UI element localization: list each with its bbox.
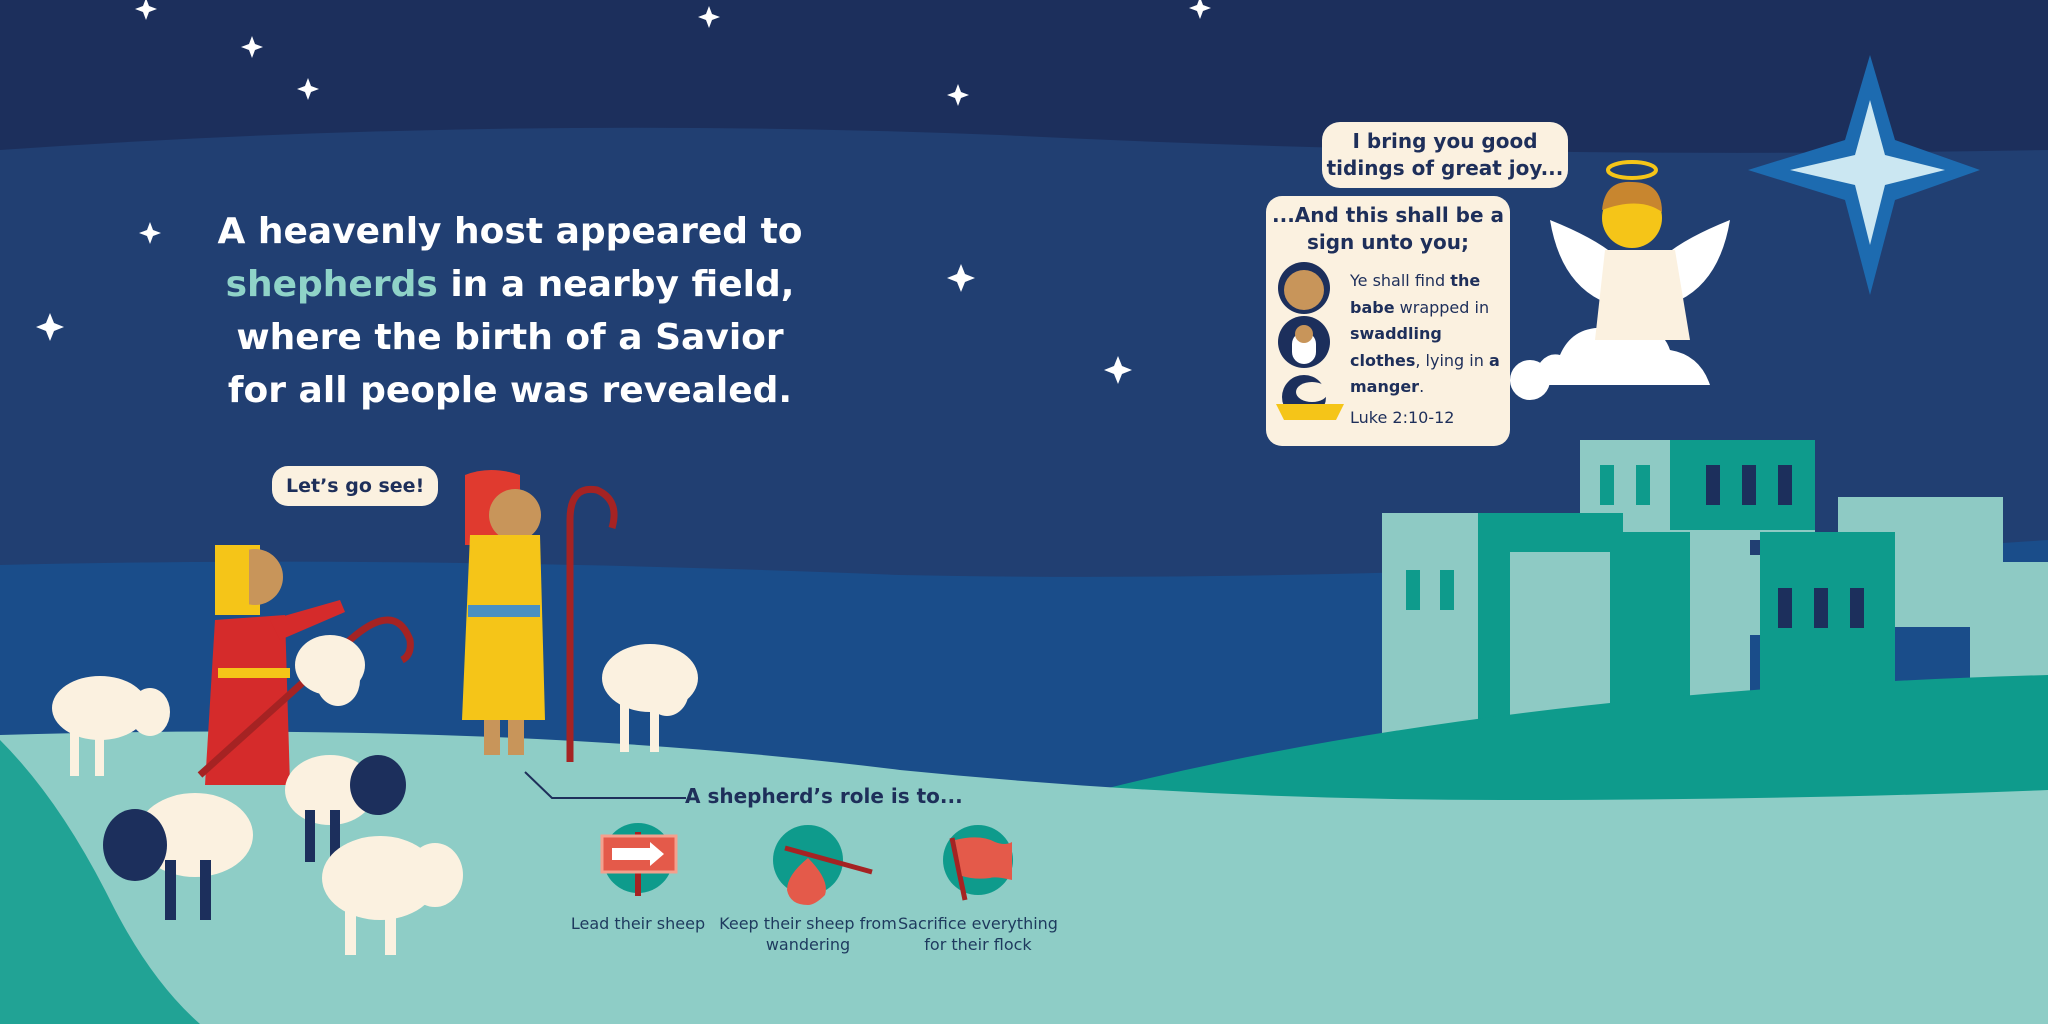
angel [1510, 160, 1730, 400]
headline-line-2-rest: in a nearby field, [437, 264, 795, 305]
field [0, 731, 2048, 1024]
sign-title: ...And this shall be a sign unto you; [1272, 203, 1504, 254]
role-lead: Lead their sheep [570, 914, 706, 933]
sign-verse: Ye shall find the babe wrapped in swaddl… [1350, 268, 1510, 431]
sheep-flock [52, 635, 698, 955]
leader-line [524, 771, 686, 799]
shepherd-speech-bubble: Let’s go see! [272, 466, 439, 506]
verse-reference: Luke 2:10-12 [1350, 407, 1455, 427]
sign-speech-bubble: ...And this shall be a sign unto you; Ye… [1266, 196, 1510, 446]
role-keep: Keep their sheep from wandering [719, 914, 897, 954]
roles-title: A shepherd’s role is to... [685, 784, 963, 808]
verse-bold: the babe [1350, 271, 1481, 317]
verse-bold: a manger [1350, 350, 1500, 397]
star-of-bethlehem-icon [1748, 55, 1980, 295]
headline-line-1: A heavenly host appeared to [217, 211, 803, 252]
bethlehem-town [1382, 440, 2048, 733]
shepherd-standing [462, 470, 618, 762]
verse-text: , lying in [1415, 350, 1489, 370]
role-sacrifice: Sacrifice everything for their flock [898, 914, 1058, 954]
flag-icon [943, 825, 1013, 901]
stars [36, 0, 1211, 384]
verse-text: wrapped in [1394, 297, 1490, 317]
baby-face-icon [1278, 262, 1330, 314]
headline: A heavenly host appeared to shepherds in… [200, 205, 820, 417]
nativity-icons [1276, 262, 1344, 420]
verse-bold: swaddling clothes [1350, 324, 1442, 370]
headline-line-2: shepherds in a nearby field, [200, 258, 820, 311]
headline-line-4: for all people was revealed. [227, 370, 793, 411]
verse-text: Ye shall find [1350, 271, 1451, 290]
headline-line-3: where the birth of a Savior [236, 317, 784, 358]
angel-speech-bubble: I bring you good tidings of great joy... [1322, 122, 1568, 188]
grass-texture [0, 740, 200, 1024]
swaddled-baby-icon [1278, 316, 1330, 368]
manger-icon [1276, 375, 1344, 420]
verse-text: . [1419, 377, 1425, 396]
bindle-icon [773, 825, 873, 905]
sign-arrow-icon [600, 823, 678, 896]
headline-highlight: shepherds [225, 264, 438, 305]
